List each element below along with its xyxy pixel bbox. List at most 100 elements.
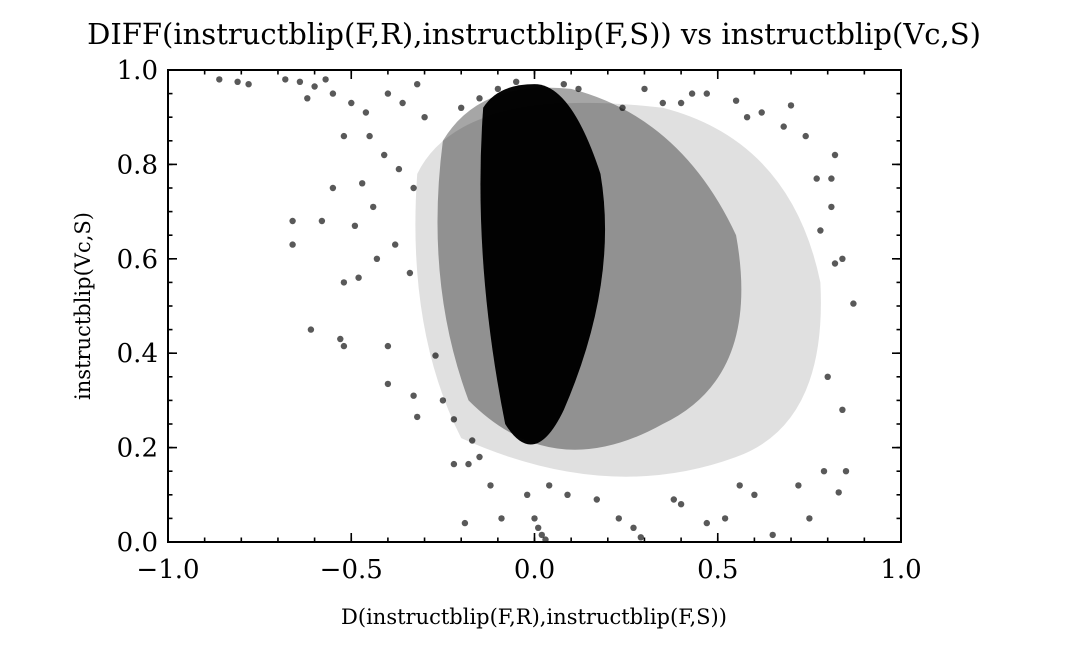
data-point [381,151,388,159]
data-point [322,76,329,83]
y-tick-label: 0.8 [117,150,158,180]
data-point [311,83,318,90]
data-point [824,373,831,380]
data-point [575,85,582,93]
y-tick-label: 0.0 [117,528,158,558]
data-point [370,203,377,211]
data-point [619,104,626,112]
x-tick-label: 1.0 [880,555,921,585]
data-point [637,534,644,541]
sparse-region [415,102,821,477]
points-layer [216,76,857,543]
data-point [817,227,824,234]
data-point [307,326,315,333]
data-point [461,519,469,527]
data-point [828,175,835,182]
data-point [813,175,820,182]
data-point [839,255,846,262]
data-point [546,482,553,489]
data-point [615,515,622,522]
data-point [406,269,414,277]
data-point [641,85,648,93]
data-point [329,90,337,97]
data-point [703,90,710,97]
data-point [787,102,795,109]
data-point [469,437,476,444]
data-point [384,342,392,350]
data-point [670,496,677,503]
data-point [340,132,348,140]
data-point [758,109,765,116]
data-point [780,123,787,130]
data-point [392,241,399,248]
data-point [421,114,428,121]
data-point [355,274,362,281]
data-point [839,406,846,413]
data-point [842,468,850,475]
data-point [513,78,520,86]
data-point [831,151,839,159]
data-point [677,99,685,107]
data-point [828,203,835,211]
chart-title: DIFF(instructblip(F,R),instructblip(F,S)… [87,17,981,51]
data-point [593,496,600,503]
x-tick-label: −0.5 [320,555,383,585]
data-point [296,78,304,86]
data-point [395,165,403,173]
data-point [340,342,348,350]
data-point [831,260,839,267]
data-point [630,524,637,531]
dense-core-region [480,84,606,445]
data-point [751,491,758,498]
y-tick-label: 0.2 [117,434,158,464]
y-tick-label: 1.0 [117,56,158,86]
data-point [414,413,421,421]
data-point [234,78,241,86]
y-tick-label: 0.4 [117,339,158,369]
x-tick-label: −1.0 [136,555,199,585]
data-point [282,76,289,83]
data-point [410,184,417,192]
data-point [743,114,751,121]
data-point [677,501,685,508]
x-axis-label: D(instructblip(F,R),instructblip(F,S)) [341,605,727,629]
data-point [340,279,348,286]
data-point [329,184,337,192]
data-point [362,109,370,116]
data-point [732,97,740,104]
data-point [373,255,381,262]
data-point [414,81,421,88]
data-point [820,468,828,475]
data-point [494,85,502,93]
data-point [769,531,776,539]
data-point [538,531,545,539]
data-point [384,380,392,388]
data-point [289,217,296,225]
data-point [476,453,483,461]
data-point [806,515,813,522]
data-point [359,180,366,187]
data-point [384,90,392,97]
y-tick-label: 0.6 [117,245,158,275]
data-point [245,81,252,88]
data-point [399,99,406,107]
data-point [560,81,567,88]
data-point [450,416,458,423]
data-point [524,491,531,498]
data-point [348,99,355,107]
data-point [410,392,417,399]
data-point [795,482,802,489]
data-point [337,335,344,343]
data-point [721,515,729,522]
data-point [432,352,439,359]
x-tick-label: 0.5 [697,555,738,585]
data-point [531,515,538,522]
data-point [802,132,809,140]
data-point [450,460,458,468]
data-point [465,460,472,468]
halo-region [437,87,742,450]
x-tick-label: 0.0 [514,555,555,585]
data-point [318,217,326,225]
